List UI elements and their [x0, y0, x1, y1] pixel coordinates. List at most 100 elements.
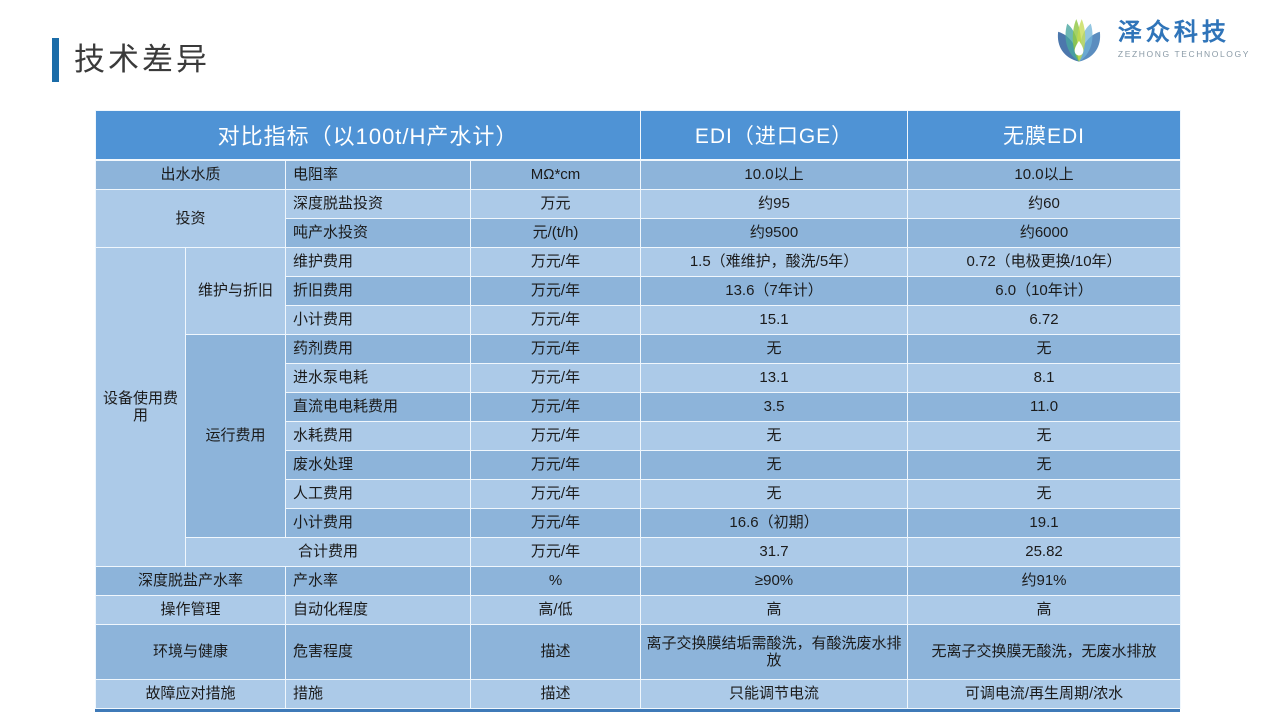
header-cell: 无膜EDI [907, 110, 1182, 161]
table-cell: 自动化程度 [285, 595, 471, 625]
table-cell: 25.82 [907, 537, 1182, 567]
title-block: 技术差异 [52, 38, 210, 82]
table-cell: 投资 [95, 189, 286, 248]
table-cell: 万元/年 [469, 334, 642, 364]
table-row: 小计费用 万元/年 16.6（初期） 19.1 [96, 508, 1182, 538]
comparison-table: 对比指标（以100t/H产水计） EDI（进口GE） 无膜EDI 出水水质 电阻率 MΩ… [94, 110, 1182, 709]
table-cell: 13.6（7年计） [640, 276, 909, 306]
table-row: 合计费用 万元/年 31.7 25.82 [96, 537, 1182, 567]
table-row: 折旧费用 万元/年 13.6（7年计） 6.0（10年计） [96, 276, 1182, 306]
table-cell: 约9500 [640, 218, 909, 248]
table-cell: 电阻率 [285, 159, 471, 190]
table-cell: 吨产水投资 [285, 218, 471, 248]
table-cell: 1.5（难维护，酸洗/5年） [640, 247, 909, 277]
table-cell: 万元/年 [469, 421, 642, 451]
table-cell: 人工费用 [285, 479, 471, 509]
comparison-table-wrap: 对比指标（以100t/H产水计） EDI（进口GE） 无膜EDI 出水水质 电阻率 MΩ… [94, 110, 1182, 712]
table-row: 水耗费用 万元/年无无 [96, 421, 1182, 451]
table-cell: 出水水质 [95, 159, 286, 190]
table-row: 运行费用 药剂费用 万元/年无无 [96, 334, 1182, 538]
table-cell: 描述 [469, 624, 642, 680]
table-cell: 措施 [285, 679, 471, 709]
table-cell: 3.5 [640, 392, 909, 422]
table-row: 废水处理 万元/年无无 [96, 450, 1182, 480]
table-cell: 无离子交换膜无酸洗，无废水排放 [907, 624, 1182, 680]
table-cell: 万元/年 [469, 392, 642, 422]
table-cell: 无 [640, 334, 909, 364]
logo-subtitle: ZEZHONG TECHNOLOGY [1117, 48, 1250, 59]
table-cell: 6.0（10年计） [907, 276, 1182, 306]
table-cell: 直流电电耗费用 [285, 392, 471, 422]
table-cell: 进水泵电耗 [285, 363, 471, 393]
table-cell: 10.0以上 [640, 159, 909, 190]
table-cell: 水耗费用 [285, 421, 471, 451]
table-cell: 15.1 [640, 305, 909, 335]
table-cell: 万元/年 [469, 305, 642, 335]
table-cell: 万元/年 [469, 537, 642, 567]
table-cell: 离子交换膜结垢需酸洗，有酸洗废水排放 [640, 624, 909, 680]
table-cell: 无 [907, 450, 1182, 480]
table-cell: 深度脱盐产水率 [95, 566, 286, 596]
table-header: 对比指标（以100t/H产水计） EDI（进口GE） 无膜EDI [94, 110, 1182, 161]
logo-text: 泽众科技 ZEZHONG TECHNOLOGY [1117, 18, 1250, 59]
table-cell: 合计费用 [185, 537, 471, 567]
header-cell: 对比指标（以100t/H产水计） [94, 110, 642, 161]
table-body: 出水水质 电阻率 MΩ*cm 10.0以上 10.0以上 投资 深度脱盐投资 万元 约95 约60… [95, 159, 1182, 709]
table-cell: 运行费用 [185, 334, 286, 538]
company-logo: 泽众科技 ZEZHONG TECHNOLOGY [1050, 10, 1250, 68]
table-row: 出水水质 电阻率 MΩ*cm 10.0以上 10.0以上 [95, 159, 1182, 190]
table-cell: 10.0以上 [907, 159, 1182, 190]
table-cell: 8.1 [907, 363, 1182, 393]
table-cell: 万元/年 [469, 363, 642, 393]
table-cell: 万元/年 [469, 247, 642, 277]
table-cell: 6.72 [907, 305, 1182, 335]
table-cell: 高 [640, 595, 909, 625]
table-cell: 19.1 [907, 508, 1182, 538]
table-cell: 小计费用 [285, 508, 471, 538]
table-cell: 无 [640, 450, 909, 480]
table-cell: 约6000 [907, 218, 1182, 248]
table-row: 进水泵电耗 万元/年 13.1 8.1 [96, 363, 1182, 393]
table-cell: 元/(t/h) [469, 218, 642, 248]
table-cell: 折旧费用 [285, 276, 471, 306]
table-cell: 高/低 [469, 595, 642, 625]
table-cell: 故障应对措施 [95, 679, 286, 709]
table-cell: 维护与折旧 [185, 247, 286, 335]
table-cell: 无 [907, 334, 1182, 364]
table-cell: 维护费用 [285, 247, 471, 277]
table-row: 直流电电耗费用 万元/年 3.5 11.0 [96, 392, 1182, 422]
table-cell: 万元 [469, 189, 642, 219]
table-cell: 约91% [907, 566, 1182, 596]
table-cell: 小计费用 [285, 305, 471, 335]
logo-name: 泽众科技 [1117, 18, 1230, 46]
table-cell: 11.0 [907, 392, 1182, 422]
table-cell: ≥90% [640, 566, 909, 596]
table-cell: 环境与健康 [95, 624, 286, 680]
table-cell: 危害程度 [285, 624, 471, 680]
table-row: 深度脱盐产水率 产水率% ≥90% 约91% [95, 566, 1182, 596]
table-cell: 13.1 [640, 363, 909, 393]
table-row: 小计费用 万元/年 15.1 6.72 [96, 305, 1182, 335]
table-cell: 操作管理 [95, 595, 286, 625]
table-cell: % [469, 566, 642, 596]
header-cell: EDI（进口GE） [640, 110, 909, 161]
table-cell: 万元/年 [469, 479, 642, 509]
table-cell: 无 [640, 421, 909, 451]
table-row: 吨产水投资 元/(t/h) 约9500 约6000 [96, 218, 1182, 248]
table-cell: 万元/年 [469, 508, 642, 538]
table-cell: 31.7 [640, 537, 909, 567]
table-row: 故障应对措施 措施 描述 只能调节电流 可调电流/再生周期/浓水 [95, 679, 1182, 709]
table-row: 设备使用费用 维护与折旧 维护费用 万元/年 1.5（难维护，酸洗/5年） 0.72（电极… [95, 247, 1182, 567]
table-cell: 设备使用费用 [95, 247, 186, 567]
lotus-drop-icon [1057, 19, 1101, 62]
table-cell: 约60 [907, 189, 1182, 219]
table-cell: 无 [907, 479, 1182, 509]
title-accent-bar [52, 38, 59, 82]
table-cell: 深度脱盐投资 [285, 189, 471, 219]
table-cell: 药剂费用 [285, 334, 471, 364]
table-cell: 废水处理 [285, 450, 471, 480]
table-row: 操作管理 自动化程度 高/低高高 [95, 595, 1182, 625]
table-cell: 约95 [640, 189, 909, 219]
table-cell: 可调电流/再生周期/浓水 [907, 679, 1182, 709]
